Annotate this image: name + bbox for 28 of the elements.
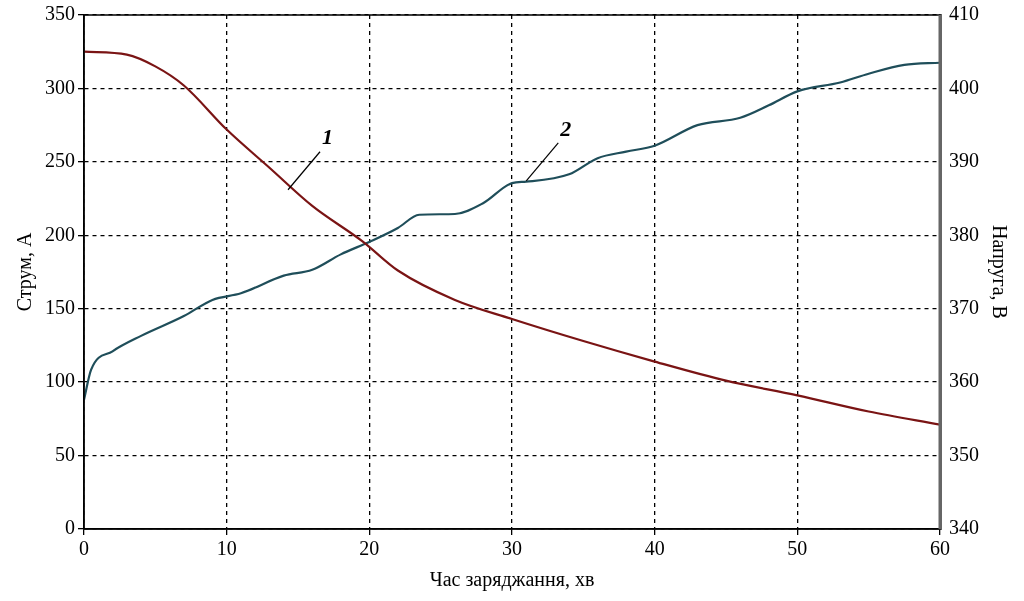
y-tick-label: 50 — [55, 442, 75, 465]
annotation: 2 — [559, 115, 572, 141]
annotation: 1 — [322, 124, 334, 150]
y2-tick-label: 370 — [949, 295, 979, 318]
y2-tick-label: 340 — [949, 516, 979, 539]
x-tick-label: 50 — [787, 537, 808, 560]
y-tick-label: 350 — [45, 2, 75, 25]
y2-tick-label: 380 — [949, 222, 979, 245]
y2-tick-label: 400 — [949, 75, 979, 98]
y2-tick-label: 390 — [949, 149, 979, 172]
y2-tick-label: 360 — [949, 369, 979, 392]
y-tick-label: 150 — [45, 295, 75, 318]
x-tick-label: 40 — [644, 537, 665, 560]
y2-tick-label: 350 — [949, 442, 979, 465]
y-tick-label: 100 — [45, 369, 75, 392]
y-axis-title: Струм, А — [13, 232, 37, 312]
y-tick-label: 0 — [65, 516, 75, 539]
x-tick-label: 0 — [79, 537, 89, 560]
y2-axis-title: Напруга, В — [987, 225, 1011, 319]
x-tick-label: 60 — [930, 537, 950, 560]
y2-tick-label: 410 — [949, 2, 979, 25]
x-tick-label: 30 — [502, 537, 522, 560]
y-tick-label: 300 — [45, 75, 75, 98]
x-tick-label: 10 — [216, 537, 237, 560]
y-tick-label: 250 — [45, 149, 75, 172]
y-tick-label: 200 — [45, 222, 75, 245]
x-tick-label: 20 — [359, 537, 380, 560]
x-axis-title: Час заряджання, хв — [429, 568, 595, 592]
